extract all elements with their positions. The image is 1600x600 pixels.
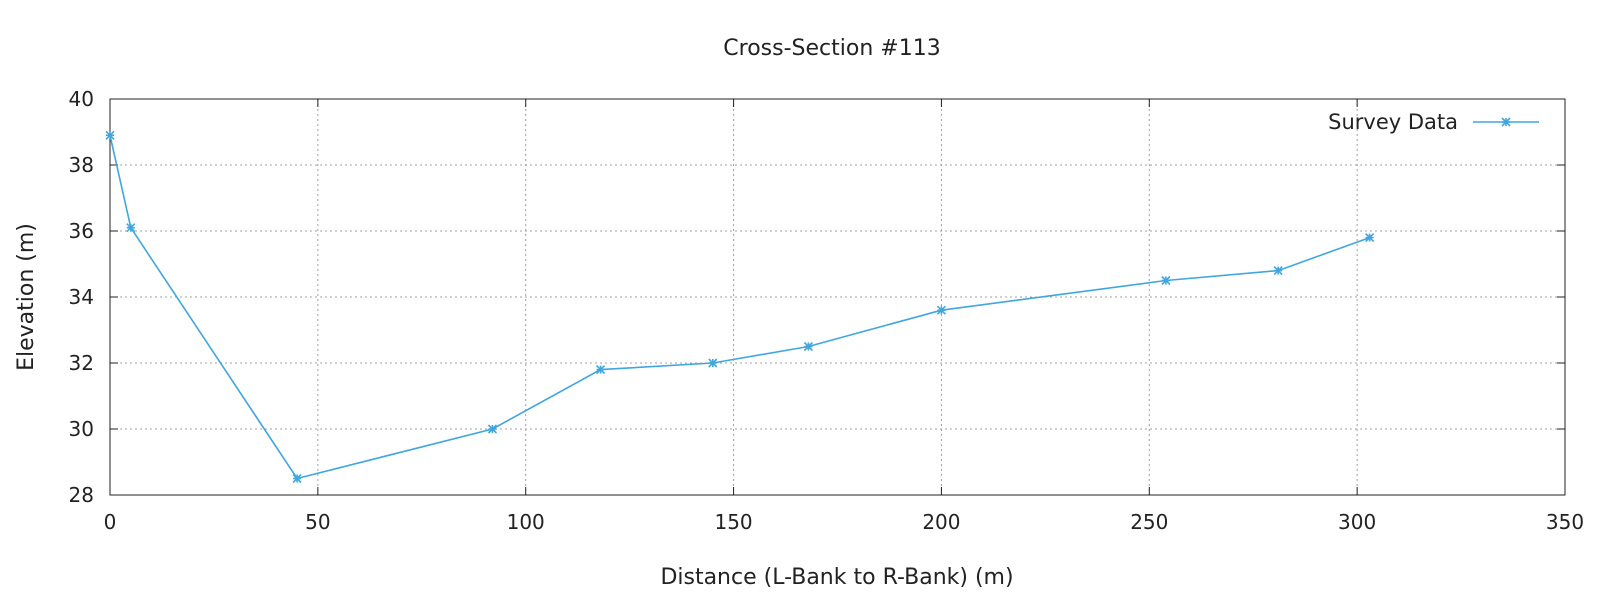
y-tick-label: 34 — [69, 285, 94, 309]
chart-title: Cross-Section #113 — [723, 36, 940, 61]
x-tick-label: 300 — [1338, 510, 1376, 534]
series-line — [109, 135, 1370, 480]
data-point — [1273, 266, 1283, 276]
x-tick-label: 100 — [507, 510, 545, 534]
y-tick-label: 32 — [69, 351, 94, 375]
x-tick-label: 350 — [1546, 510, 1584, 534]
x-tick-label: 0 — [104, 510, 117, 534]
axis-ticks: 0 50 100 150 200 250 300 350 28 30 32 34 36 38 40 — [69, 87, 1585, 534]
series-layer — [105, 130, 1375, 484]
x-tick-label: 150 — [714, 510, 752, 534]
y-tick-label: 38 — [69, 153, 94, 177]
data-point — [1365, 233, 1375, 243]
y-tick-label: 28 — [69, 483, 94, 507]
y-tick-label: 30 — [69, 417, 94, 441]
y-tick-label: 36 — [69, 219, 94, 243]
legend-marker-glyph — [1501, 117, 1511, 127]
legend-label: Survey Data — [1328, 110, 1458, 134]
legend: Survey Data — [1328, 110, 1539, 134]
grid — [110, 99, 1565, 495]
data-point — [105, 130, 115, 140]
data-point — [487, 424, 498, 434]
x-tick-label: 250 — [1130, 510, 1168, 534]
data-point — [1161, 275, 1171, 286]
data-point — [803, 341, 813, 352]
y-axis-label: Elevation (m) — [14, 223, 39, 371]
x-axis-label: Distance (L-Bank to R-Bank) (m) — [660, 565, 1013, 590]
legend-marker — [1501, 117, 1511, 127]
data-point — [595, 365, 606, 375]
data-point — [292, 473, 302, 484]
data-point — [126, 223, 136, 233]
data-point — [936, 305, 946, 315]
x-tick-label: 200 — [922, 510, 960, 534]
y-tick-label: 40 — [69, 87, 94, 111]
x-tick-label: 50 — [305, 510, 330, 534]
data-point — [708, 358, 718, 368]
